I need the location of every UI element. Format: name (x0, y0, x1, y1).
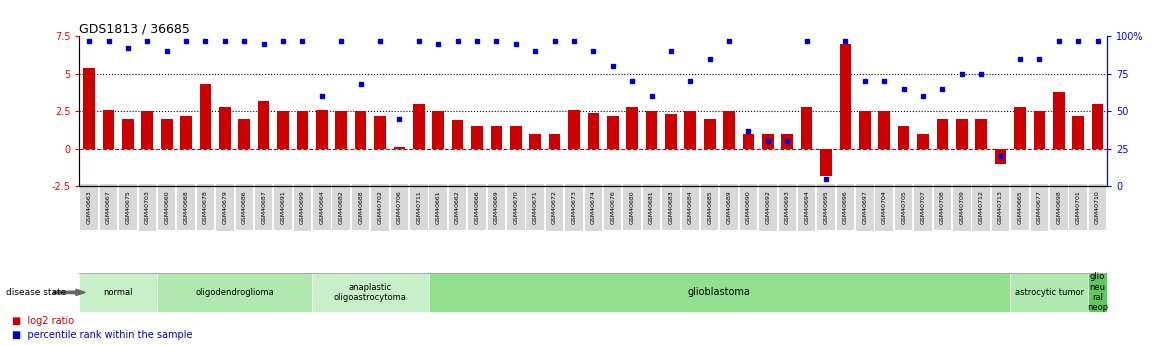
Bar (413, 104, 425, 149)
Bar (432, 111, 444, 149)
Bar (646, 111, 658, 149)
Text: ■  log2 ratio: ■ log2 ratio (12, 316, 74, 326)
Bar (762, 134, 773, 149)
Bar (684, 111, 696, 149)
Bar (743, 134, 755, 149)
Bar (898, 126, 910, 149)
Bar (626, 107, 638, 149)
Bar (704, 119, 716, 149)
Bar (781, 134, 793, 149)
Bar (1054, 92, 1064, 149)
Bar (471, 126, 482, 149)
Bar (1092, 104, 1104, 149)
Bar (549, 134, 561, 149)
Bar (452, 120, 464, 149)
Bar (394, 147, 405, 149)
Bar (277, 111, 288, 149)
Bar (141, 111, 153, 149)
Bar (801, 107, 813, 149)
Bar (995, 149, 1007, 164)
Bar (917, 134, 929, 149)
Bar (858, 111, 870, 149)
Text: glioblastoma: glioblastoma (688, 287, 751, 297)
Text: astrocytic tumor: astrocytic tumor (1015, 288, 1084, 297)
Bar (335, 111, 347, 149)
Bar (83, 68, 95, 149)
Text: oligodendroglioma: oligodendroglioma (195, 288, 274, 297)
Bar (123, 119, 133, 149)
Text: normal: normal (104, 288, 133, 297)
Bar (238, 119, 250, 149)
Bar (975, 119, 987, 149)
Bar (220, 107, 231, 149)
Bar (840, 44, 851, 149)
Text: disease state: disease state (6, 288, 67, 297)
Bar (297, 111, 308, 149)
Bar (200, 84, 211, 149)
Bar (607, 116, 619, 149)
Text: glio
neu
ral
neop: glio neu ral neop (1087, 272, 1108, 313)
Bar (1014, 107, 1026, 149)
Bar (161, 119, 173, 149)
Bar (510, 126, 522, 149)
Bar (258, 101, 270, 149)
Bar (103, 110, 114, 149)
Bar (723, 111, 735, 149)
Bar (878, 111, 890, 149)
Bar (317, 110, 328, 149)
Bar (1072, 116, 1084, 149)
Bar (180, 116, 192, 149)
Bar (529, 134, 541, 149)
Text: anaplastic
oligoastrocytoma: anaplastic oligoastrocytoma (334, 283, 406, 302)
Bar (491, 126, 502, 149)
Bar (665, 114, 676, 149)
Bar (937, 119, 948, 149)
Bar (568, 110, 579, 149)
Text: ■  percentile rank within the sample: ■ percentile rank within the sample (12, 330, 193, 339)
Bar (588, 113, 599, 149)
Bar (355, 111, 367, 149)
Bar (955, 119, 967, 149)
Bar (1034, 111, 1045, 149)
Bar (374, 116, 385, 149)
Text: GDS1813 / 36685: GDS1813 / 36685 (79, 22, 190, 35)
Bar (820, 149, 832, 176)
